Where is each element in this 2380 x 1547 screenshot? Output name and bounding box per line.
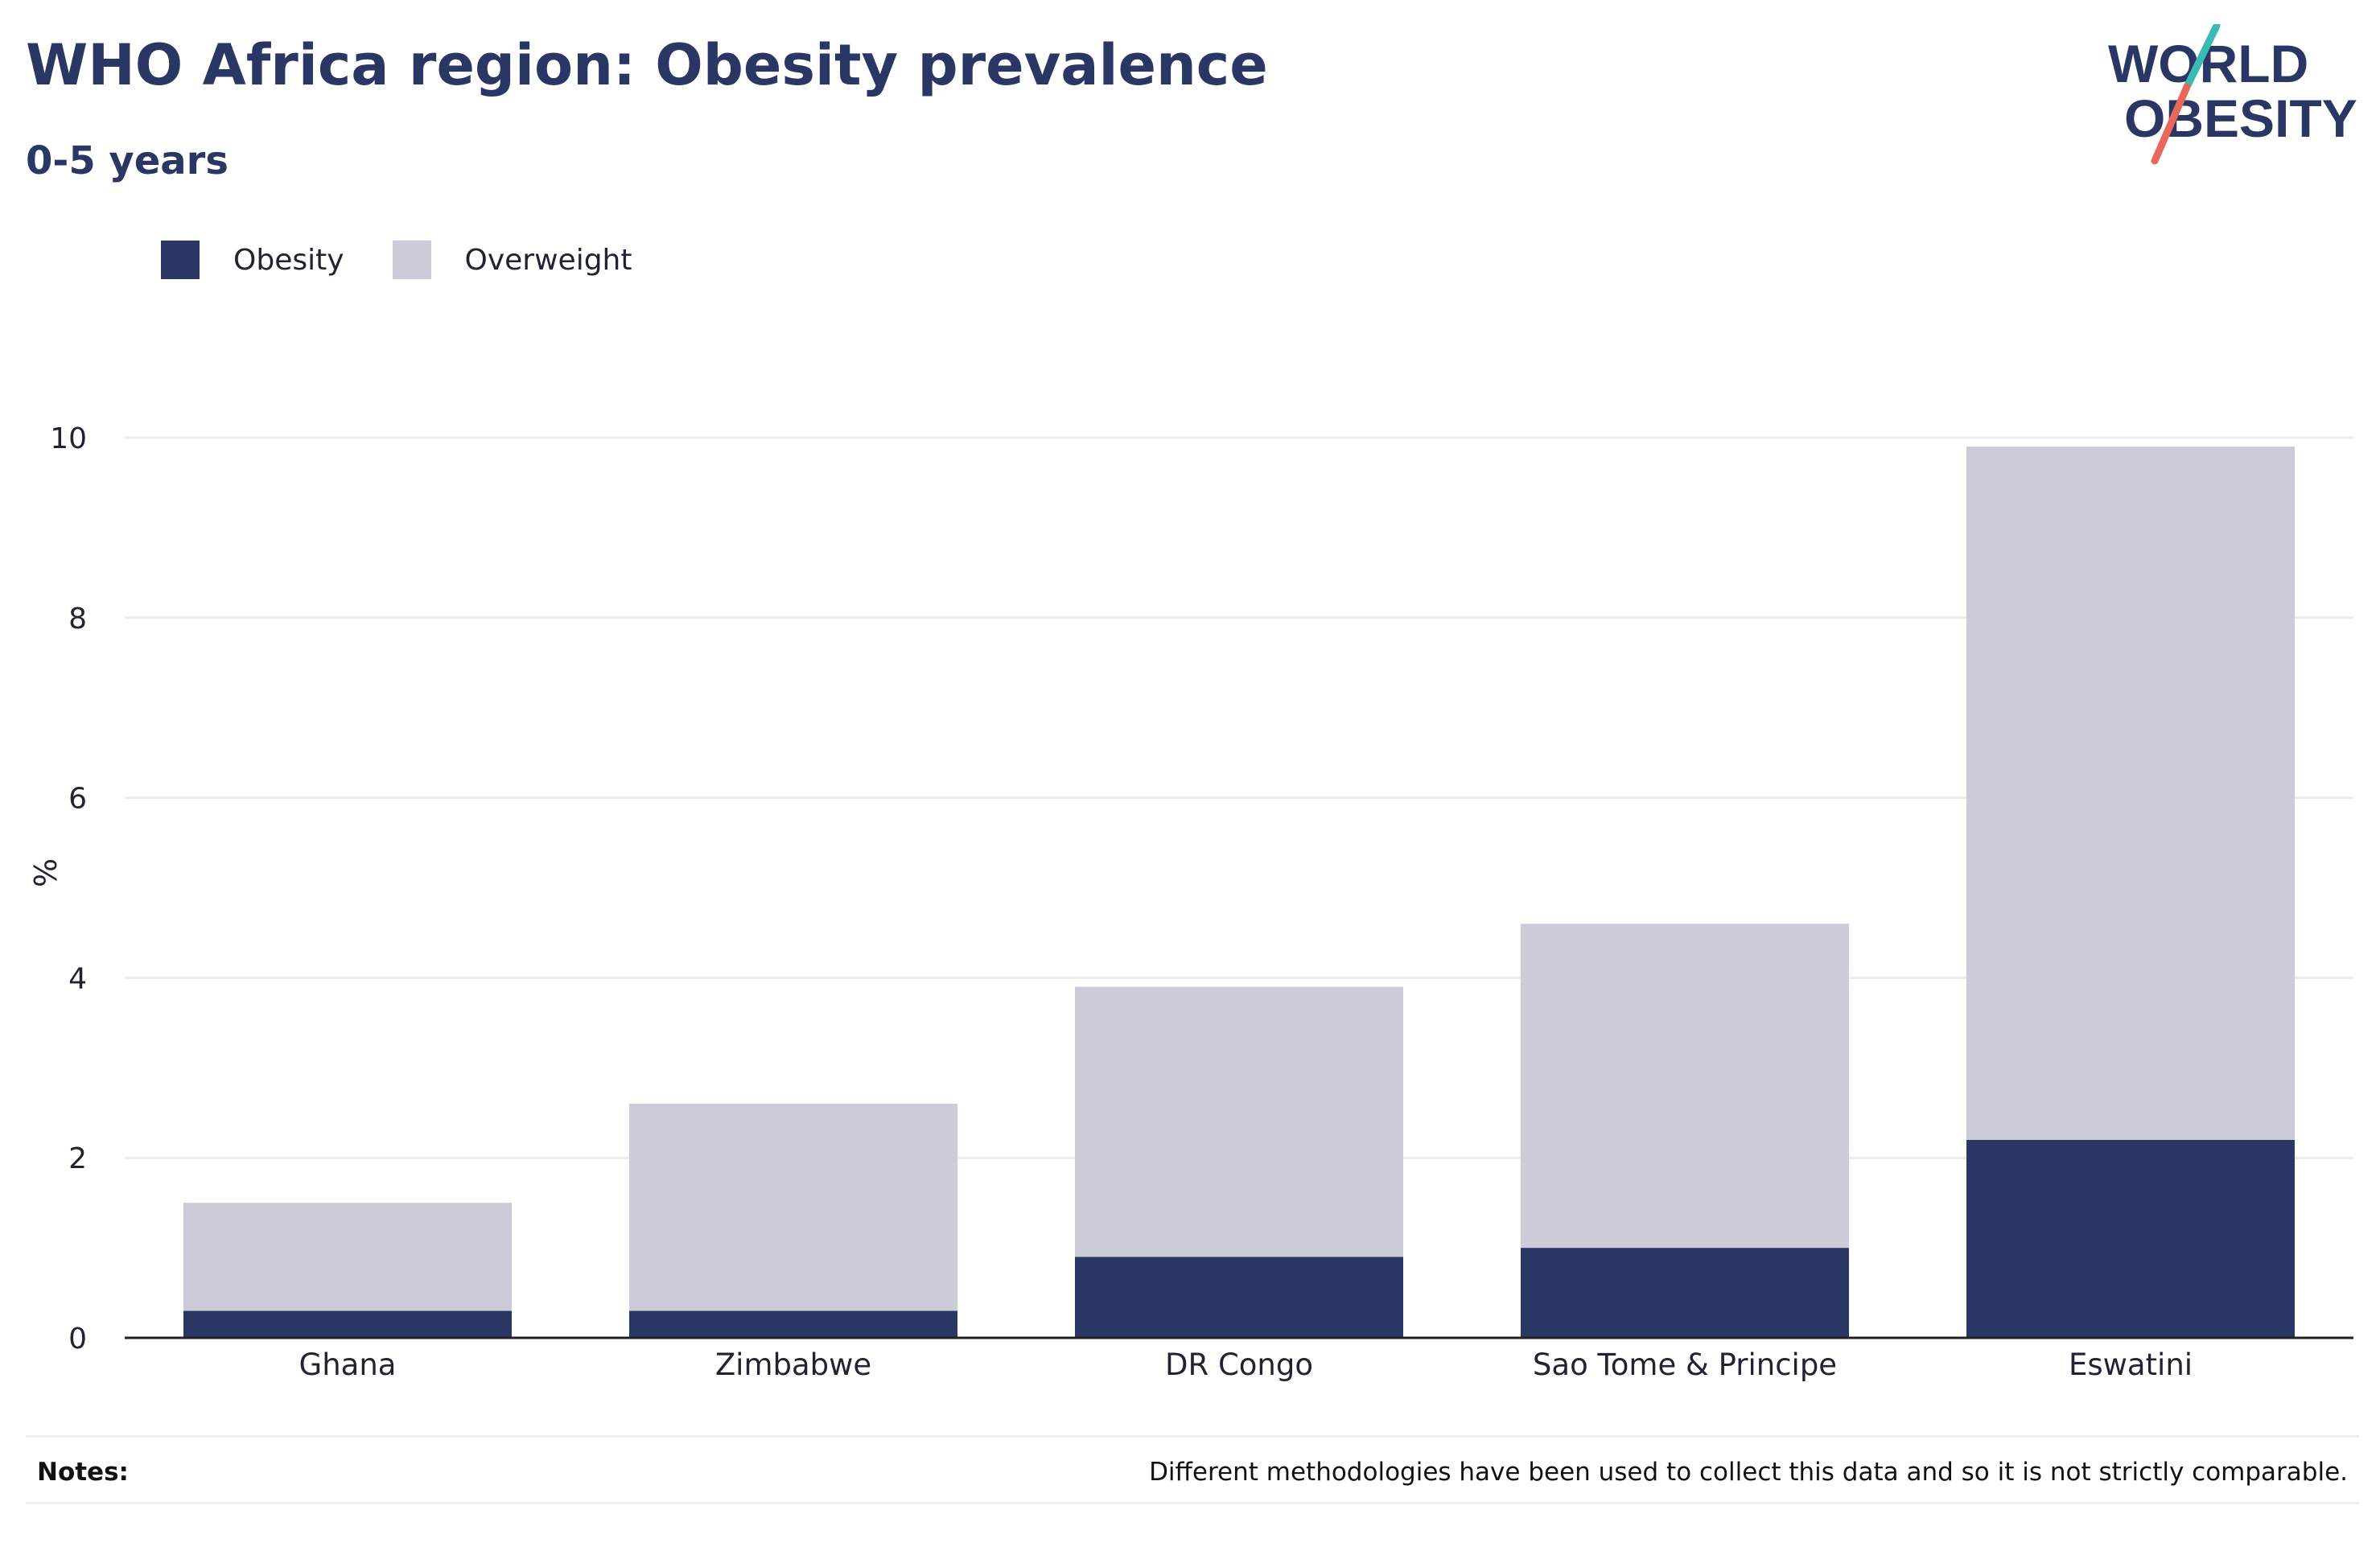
x-tick-labels: Ghana Zimbabwe DR Congo Sao Tome & Principe… — [299, 1347, 2193, 1382]
bar-obesity-zimbabwe[interactable] — [629, 1310, 957, 1338]
bar-obesity-ghana[interactable] — [183, 1310, 512, 1338]
bar-overweight-dr-congo[interactable] — [1075, 986, 1403, 1257]
bar-overweight-zimbabwe[interactable] — [629, 1104, 957, 1311]
chart-title: WHO Africa region: Obesity prevalence — [26, 32, 1268, 98]
bar-obesity-sao-tome-and-principe[interactable] — [1521, 1248, 1849, 1338]
legend-swatch-overweight — [392, 241, 431, 279]
notes-divider-bottom — [26, 1502, 2359, 1504]
logo-slash-bottom-icon — [2151, 83, 2191, 165]
y-tick-label-6: 6 — [68, 783, 87, 816]
y-tick-label-0: 0 — [68, 1323, 87, 1356]
legend-label-obesity: Obesity — [233, 243, 344, 277]
world-obesity-logo: WORLD OBESITY — [2108, 24, 2357, 165]
bar-obesity-dr-congo[interactable] — [1075, 1257, 1403, 1338]
notes-divider-top — [26, 1435, 2359, 1438]
x-tick-label-zimbabwe: Zimbabwe — [715, 1347, 871, 1382]
chart-legend: Obesity Overweight — [161, 238, 680, 282]
logo-slash-top-icon — [2183, 24, 2221, 91]
legend-swatch-obesity — [161, 241, 200, 279]
bar-overweight-eswatini[interactable] — [1966, 446, 2295, 1140]
x-tick-label-ghana: Ghana — [299, 1347, 397, 1382]
y-tick-label-10: 10 — [50, 422, 87, 455]
x-tick-label-sao-tome-and-principe: Sao Tome & Principe — [1533, 1347, 1837, 1382]
y-tick-labels: 0 2 4 6 8 10 — [50, 422, 87, 1356]
chart-subtitle: 0-5 years — [26, 138, 229, 183]
y-tick-label-8: 8 — [68, 603, 87, 636]
bars — [183, 446, 2295, 1338]
notes-text: Different methodologies have been used t… — [1149, 1458, 2348, 1487]
y-tick-label-4: 4 — [68, 962, 87, 995]
legend-item-obesity[interactable]: Obesity — [161, 241, 344, 279]
bar-obesity-eswatini[interactable] — [1966, 1139, 2295, 1338]
bar-overweight-sao-tome-and-principe[interactable] — [1521, 924, 1849, 1249]
y-tick-label-2: 2 — [68, 1142, 87, 1175]
legend-label-overweight: Overweight — [464, 243, 632, 277]
bar-overweight-ghana[interactable] — [183, 1203, 512, 1311]
notes-label: Notes: — [37, 1458, 129, 1487]
stacked-bar-chart: 0 2 4 6 8 10 Ghana Zimbabwe DR Congo Sao Tome & … — [28, 422, 2353, 1382]
y-axis-title: % — [28, 858, 64, 887]
x-tick-label-dr-congo: DR Congo — [1165, 1347, 1313, 1382]
x-tick-label-eswatini: Eswatini — [2069, 1347, 2193, 1382]
legend-item-overweight[interactable]: Overweight — [392, 241, 632, 279]
